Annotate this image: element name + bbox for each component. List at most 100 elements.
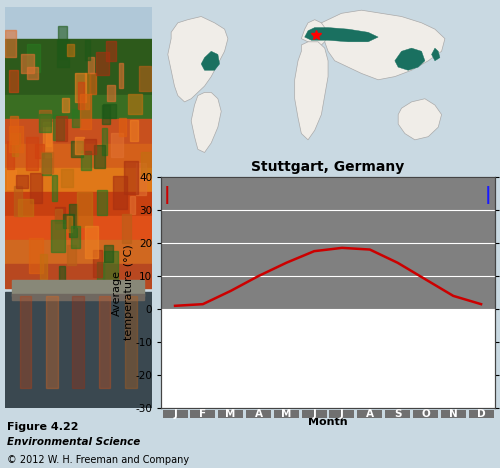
Polygon shape [432,48,440,61]
Bar [21,54,34,73]
Bar [66,216,72,232]
Bar [5,216,152,240]
Bar [88,57,94,73]
Bar [10,133,20,146]
Bar [60,169,72,187]
Bar [8,126,22,152]
Bar [71,141,83,157]
Bar [36,145,44,158]
Bar [56,116,67,141]
Bar [20,296,32,388]
Bar [108,85,114,101]
Bar [10,116,18,144]
FancyBboxPatch shape [162,410,188,418]
Text: M: M [281,409,291,419]
Bar [67,245,76,265]
Bar [5,292,152,409]
Bar [139,66,151,91]
Bar [102,128,108,155]
Bar [57,40,69,66]
Bar [43,122,52,157]
FancyBboxPatch shape [274,410,299,418]
Text: Figure 4.22: Figure 4.22 [8,422,79,432]
Bar [119,63,124,88]
FancyBboxPatch shape [330,410,354,418]
Bar [12,280,144,296]
Bar [102,105,110,124]
FancyBboxPatch shape [440,410,466,418]
FancyBboxPatch shape [385,410,410,418]
FancyBboxPatch shape [190,410,216,418]
Bar [106,41,116,61]
Bar [84,139,96,154]
Bar [5,119,152,144]
Text: A: A [366,409,374,419]
Bar [80,152,92,169]
Text: A: A [254,409,262,419]
Bar [30,173,42,203]
Text: © 2012 W. H. Freeman and Company: © 2012 W. H. Freeman and Company [8,454,190,465]
Bar [98,262,103,287]
Bar [5,192,152,216]
Polygon shape [294,42,328,140]
Bar [113,176,127,209]
Bar [84,40,90,60]
Bar [7,170,16,190]
Bar [80,94,91,129]
Bar [161,309,495,409]
Bar [130,120,138,140]
FancyBboxPatch shape [218,410,243,418]
Text: F: F [200,409,206,419]
Text: O: O [421,409,430,419]
Bar [58,26,68,59]
Bar [5,39,152,95]
Polygon shape [191,92,221,153]
Bar [94,250,102,278]
Text: J: J [312,409,316,419]
Text: J: J [173,409,177,419]
FancyBboxPatch shape [302,410,326,418]
Text: |: | [484,186,491,205]
Bar [5,30,16,57]
Bar [161,177,495,309]
Bar [96,52,108,75]
Text: Environmental Science: Environmental Science [8,437,140,447]
Polygon shape [168,16,228,102]
Bar [124,161,138,194]
Bar [40,254,48,279]
Title: Stuttgart, Germany: Stuttgart, Germany [252,160,404,174]
Bar [42,154,50,175]
Bar [75,73,86,102]
Polygon shape [201,51,220,70]
Bar [46,296,58,388]
Bar [58,266,66,284]
Bar [142,152,155,175]
Bar [38,114,51,132]
Bar [46,126,52,146]
Bar [53,116,64,140]
Bar [68,44,73,57]
Bar [54,207,64,223]
Bar [42,152,53,173]
Bar [136,163,145,196]
Y-axis label: Average
temperature (°C): Average temperature (°C) [112,245,134,340]
Bar [5,7,152,39]
Bar [28,238,43,273]
FancyBboxPatch shape [246,410,271,418]
Bar [26,137,38,170]
Bar [78,82,84,109]
Bar [77,192,92,227]
Bar [12,141,18,156]
Bar [12,294,144,300]
Bar [50,219,65,252]
Bar [75,137,85,154]
Bar [99,296,110,388]
Bar [85,227,98,258]
Bar [72,296,84,388]
Bar [28,44,40,72]
Polygon shape [395,48,425,70]
Polygon shape [304,28,378,42]
Bar [5,240,152,264]
Bar [104,251,118,283]
Bar [5,95,152,119]
